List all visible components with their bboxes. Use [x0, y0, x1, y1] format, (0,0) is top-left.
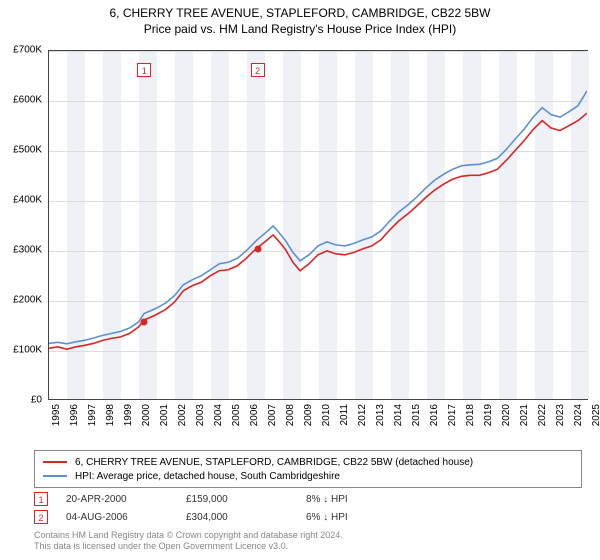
x-tick-label: 1997	[87, 404, 98, 426]
legend-label: HPI: Average price, detached house, Sout…	[75, 471, 340, 482]
x-tick-label: 2009	[303, 404, 314, 426]
y-tick-label: £200K	[0, 295, 42, 306]
marker-table-date: 04-AUG-2006	[66, 512, 186, 523]
marker-dot	[254, 246, 261, 253]
marker-table: 1 20-APR-2000£159,0008% ↓ HPI 2 04-AUG-2006…	[34, 490, 426, 526]
x-tick-label: 2015	[411, 404, 422, 426]
marker-box: 1	[137, 63, 151, 77]
y-tick-label: £300K	[0, 245, 42, 256]
chart-title: 6, CHERRY TREE AVENUE, STAPLEFORD, CAMBR…	[0, 6, 600, 20]
chart-area: 12 £0£100K£200K£300K£400K£500K£600K£700K…	[48, 50, 588, 400]
x-tick-label: 1995	[51, 404, 62, 426]
x-tick-label: 2020	[501, 404, 512, 426]
x-tick-label: 2005	[231, 404, 242, 426]
x-tick-label: 2021	[519, 404, 530, 426]
marker-table-price: £304,000	[186, 512, 306, 523]
line-layer	[49, 51, 587, 399]
x-tick-label: 2014	[393, 404, 404, 426]
x-tick-label: 2007	[267, 404, 278, 426]
marker-table-row: 2 04-AUG-2006£304,0006% ↓ HPI	[34, 508, 426, 526]
marker-table-delta: 6% ↓ HPI	[306, 512, 426, 523]
license-line1: Contains HM Land Registry data © Crown c…	[34, 530, 343, 541]
legend-row: 6, CHERRY TREE AVENUE, STAPLEFORD, CAMBR…	[43, 455, 573, 469]
y-tick-label: £0	[0, 395, 42, 406]
x-tick-label: 2013	[375, 404, 386, 426]
marker-table-num: 2	[34, 510, 48, 524]
legend-row: HPI: Average price, detached house, Sout…	[43, 469, 573, 483]
x-tick-label: 2003	[195, 404, 206, 426]
y-tick-label: £500K	[0, 145, 42, 156]
x-tick-label: 2012	[357, 404, 368, 426]
license-line2: This data is licensed under the Open Gov…	[34, 541, 343, 552]
x-tick-label: 2016	[429, 404, 440, 426]
x-tick-label: 2011	[339, 404, 350, 426]
x-tick-label: 2008	[285, 404, 296, 426]
marker-dot	[141, 318, 148, 325]
x-tick-label: 2004	[213, 404, 224, 426]
marker-table-num: 1	[34, 492, 48, 506]
y-tick-label: £400K	[0, 195, 42, 206]
marker-table-date: 20-APR-2000	[66, 494, 186, 505]
y-tick-label: £100K	[0, 345, 42, 356]
x-tick-label: 2002	[177, 404, 188, 426]
marker-table-row: 1 20-APR-2000£159,0008% ↓ HPI	[34, 490, 426, 508]
y-tick-label: £700K	[0, 45, 42, 56]
x-tick-label: 1996	[69, 404, 80, 426]
x-tick-label: 2025	[591, 404, 600, 426]
legend-label: 6, CHERRY TREE AVENUE, STAPLEFORD, CAMBR…	[75, 457, 473, 468]
x-tick-label: 1998	[105, 404, 116, 426]
y-tick-label: £600K	[0, 95, 42, 106]
x-tick-label: 2018	[465, 404, 476, 426]
license-text: Contains HM Land Registry data © Crown c…	[34, 530, 343, 552]
legend-swatch	[43, 475, 67, 477]
x-tick-label: 2024	[573, 404, 584, 426]
x-tick-label: 1999	[123, 404, 134, 426]
marker-table-delta: 8% ↓ HPI	[306, 494, 426, 505]
x-tick-label: 2001	[159, 404, 170, 426]
marker-table-price: £159,000	[186, 494, 306, 505]
legend-swatch	[43, 461, 67, 463]
x-tick-label: 2006	[249, 404, 260, 426]
x-tick-label: 2000	[141, 404, 152, 426]
x-tick-label: 2022	[537, 404, 548, 426]
plot-area: 12	[48, 50, 588, 400]
x-tick-label: 2017	[447, 404, 458, 426]
x-tick-label: 2010	[321, 404, 332, 426]
x-tick-label: 2023	[555, 404, 566, 426]
x-tick-label: 2019	[483, 404, 494, 426]
marker-box: 2	[251, 63, 265, 77]
series-hpi	[49, 91, 587, 344]
chart-subtitle: Price paid vs. HM Land Registry's House …	[0, 22, 600, 36]
legend-box: 6, CHERRY TREE AVENUE, STAPLEFORD, CAMBR…	[34, 450, 582, 488]
